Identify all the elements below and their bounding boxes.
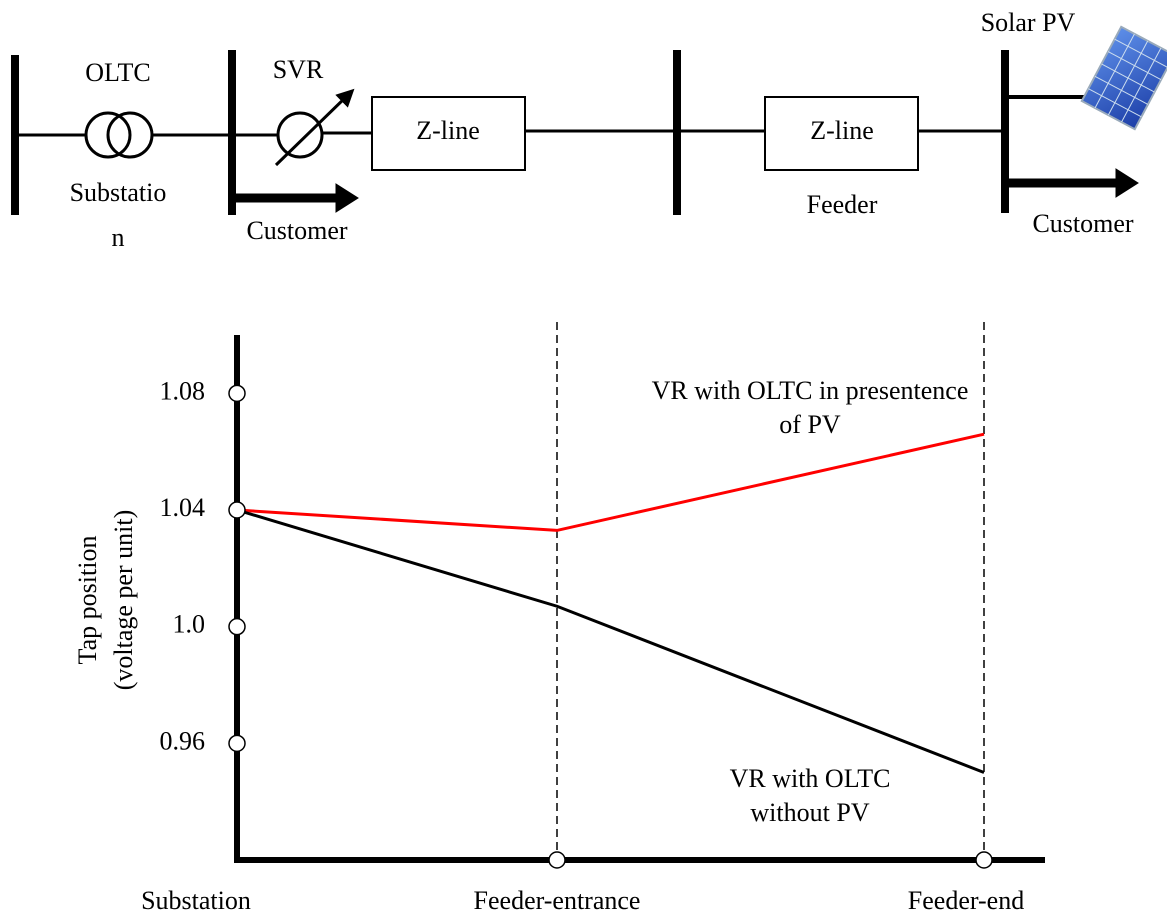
arrow-head (335, 183, 359, 213)
label: SVR (273, 55, 324, 84)
label: n (112, 223, 125, 252)
chart: 0.96 1.0 1.04 1.08 Substation Feeder-entrance… (73, 322, 1045, 915)
impedance-box (371, 96, 526, 171)
y-tick-mark (228, 384, 246, 403)
y-axis-label: (voltage per unit) (109, 510, 138, 691)
label: Substatio (70, 178, 167, 207)
series-label: VR with OLTC without PV (729, 764, 891, 827)
x-tick-label: Feeder-entrance (474, 886, 641, 915)
y-tick-mark (228, 734, 246, 753)
y-tick-label: 1.0 (173, 610, 206, 639)
transformer (84, 111, 132, 159)
x-tick-mark (548, 851, 566, 869)
label: Feeder (807, 190, 878, 219)
label: Z-line (810, 116, 874, 145)
y-tick-mark (228, 617, 246, 636)
series-line (236, 508, 985, 774)
impedance-box (764, 96, 919, 171)
y-tick-mark (228, 501, 246, 519)
label: Z-line (416, 116, 480, 145)
solar-panel (1080, 25, 1167, 131)
label: Customer (246, 216, 347, 245)
one-line-diagram (11, 25, 1167, 215)
x-tick-label: Feeder-end (908, 886, 1024, 915)
label: Customer (1032, 209, 1133, 238)
y-axis-label: Tap position (73, 536, 102, 665)
y-tick-label: 1.08 (160, 376, 206, 405)
x-tick-label: Substation (141, 886, 251, 915)
series-label: VR with OLTC in presentence of PV (651, 376, 969, 439)
y-tick-label: 1.04 (160, 493, 206, 522)
series-line (236, 432, 985, 532)
arrow-head (1115, 168, 1139, 198)
regulator-arrow (274, 88, 355, 167)
label: OLTC (85, 58, 151, 87)
regulator (276, 111, 324, 159)
x-tick-mark (975, 851, 993, 869)
y-tick-label: 0.96 (160, 726, 206, 755)
label: Solar PV (981, 8, 1076, 37)
